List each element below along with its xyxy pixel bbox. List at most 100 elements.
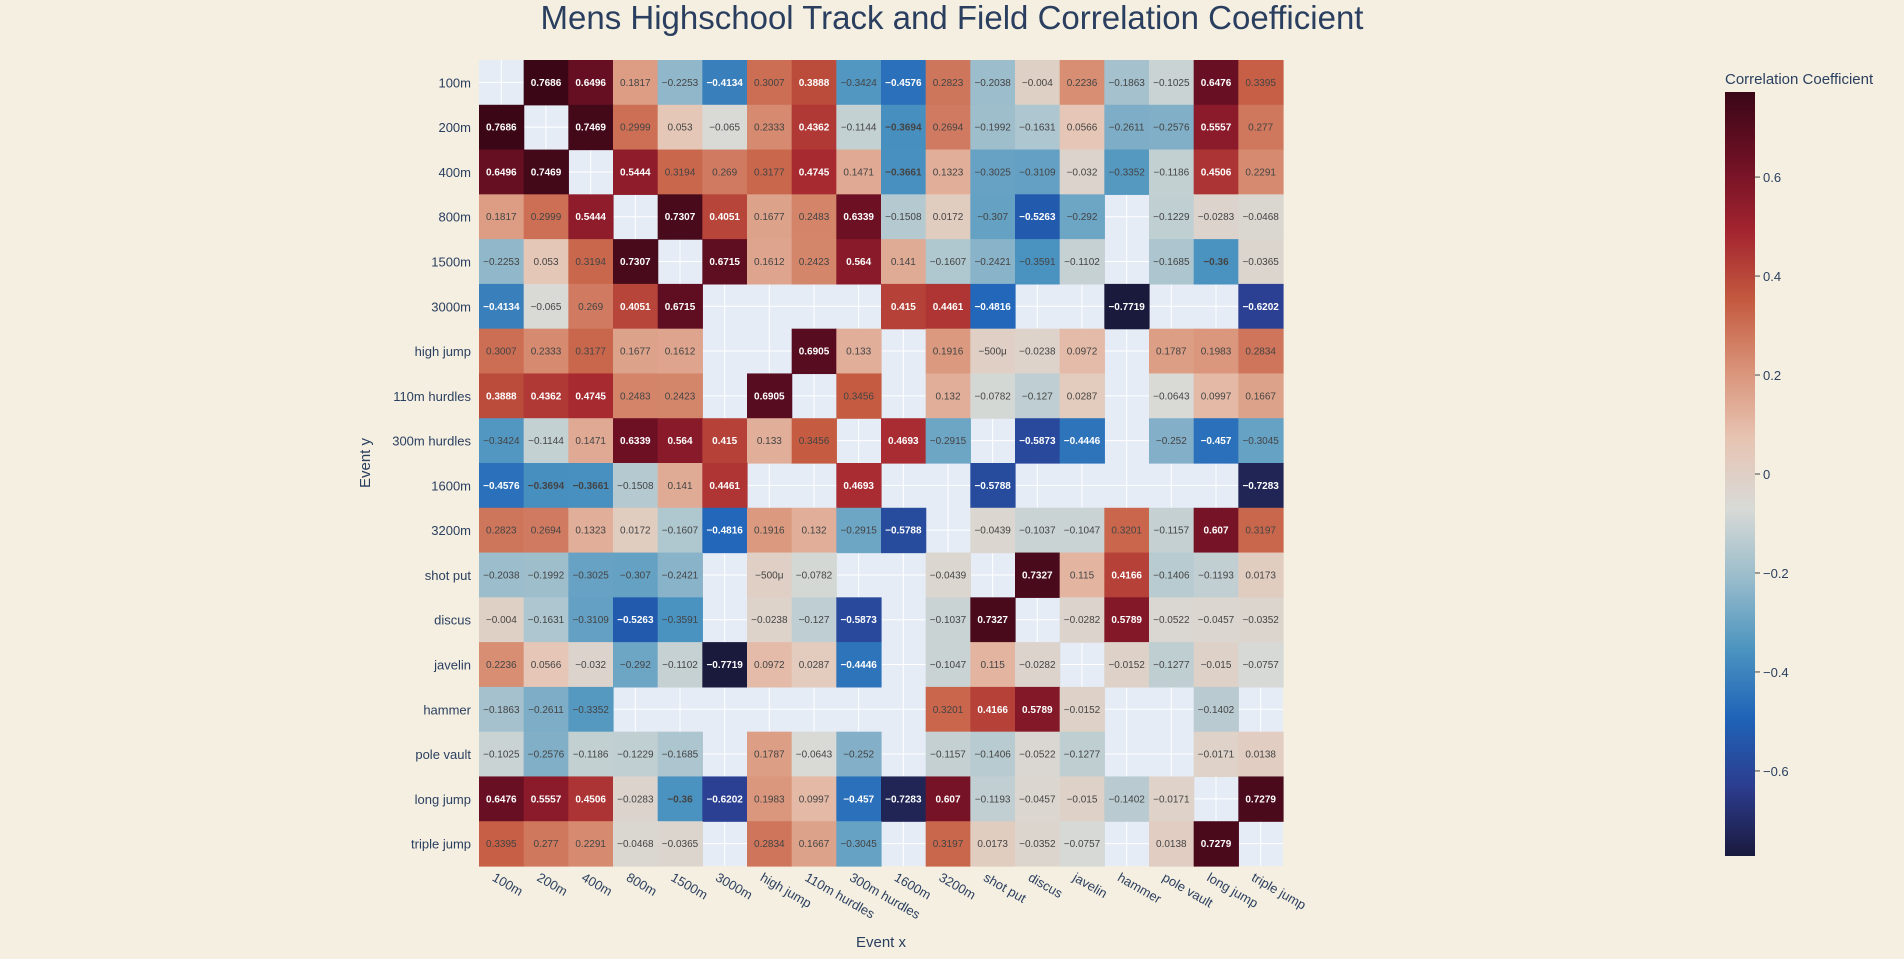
heatmap-cell — [747, 821, 793, 867]
heatmap-cell — [1015, 373, 1061, 419]
cell-label: 0.2694 — [531, 526, 562, 537]
heatmap-cell — [970, 731, 1016, 778]
cell-label: −0.0282 — [1019, 660, 1056, 671]
heatmap-cell — [1059, 239, 1105, 285]
cell-label: −0.3661 — [572, 481, 609, 492]
cell-label: −0.0365 — [662, 839, 699, 850]
cell-label: −0.1193 — [1198, 570, 1234, 581]
heatmap-cells — [479, 60, 1284, 867]
heatmap-cell — [1193, 328, 1239, 375]
heatmap-cell — [1104, 597, 1150, 643]
heatmap-cell — [479, 283, 525, 330]
heatmap-cell — [1193, 60, 1239, 106]
heatmap-cell — [791, 60, 837, 106]
cell-label: 0.607 — [935, 794, 960, 805]
cell-label: −0.032 — [1067, 167, 1098, 178]
cell-label: −0.0283 — [1198, 212, 1235, 223]
chart-title: Mens Highschool Track and Field Correlat… — [541, 0, 1364, 36]
cell-label: 0.7307 — [620, 257, 651, 268]
heatmap-cell — [925, 821, 971, 867]
cell-label: −0.1402 — [1198, 705, 1235, 716]
cell-label: −0.1047 — [1064, 526, 1101, 537]
cell-label: −0.0171 — [1198, 750, 1235, 761]
cell-label: 0.0138 — [1245, 750, 1276, 761]
heatmap-cell — [1015, 507, 1061, 554]
heatmap-cell — [791, 821, 837, 867]
heatmap-cell — [523, 60, 569, 106]
cell-label: −0.1607 — [930, 257, 967, 268]
heatmap-cell — [1059, 418, 1105, 464]
heatmap-cell — [925, 776, 971, 822]
heatmap-cell — [791, 776, 837, 822]
heatmap-cell — [881, 507, 927, 554]
heatmap-cell — [970, 642, 1016, 688]
heatmap-cell — [1059, 731, 1105, 778]
cell-label: −0.0522 — [1153, 615, 1190, 626]
heatmap-cell — [836, 731, 882, 778]
cell-label: −0.36 — [667, 794, 693, 805]
cell-label: 0.1983 — [754, 794, 785, 805]
heatmap-cell — [479, 149, 525, 195]
y-tick-label: hammer — [423, 702, 471, 717]
heatmap-cell — [836, 776, 882, 822]
heatmap-cell — [970, 686, 1016, 733]
cell-label: −0.7283 — [1242, 481, 1279, 492]
heatmap-cell — [1015, 149, 1061, 195]
heatmap-cell — [1015, 418, 1061, 464]
heatmap-cell — [791, 552, 837, 598]
heatmap-cell — [523, 821, 569, 867]
y-tick-label: 110m hurdles — [393, 389, 471, 404]
heatmap-cell — [925, 194, 971, 240]
heatmap-cell — [523, 239, 569, 285]
heatmap-cell — [970, 776, 1016, 822]
cell-label: 0.115 — [981, 660, 1006, 671]
cell-label: −0.1025 — [483, 750, 520, 761]
heatmap-cell — [523, 686, 569, 733]
cell-label: 0.2291 — [575, 839, 606, 850]
heatmap-cell — [523, 328, 569, 375]
cell-label: 0.132 — [801, 526, 826, 537]
y-tick-label: long jump — [415, 792, 471, 807]
heatmap-cell — [613, 328, 659, 375]
cell-label: −0.0282 — [1064, 615, 1101, 626]
cell-label: −0.1157 — [930, 750, 966, 761]
cell-label: −0.0782 — [974, 391, 1011, 402]
heatmap-cell — [1059, 552, 1105, 598]
cell-label: −0.065 — [709, 123, 740, 134]
x-tick-label: 100m — [490, 870, 526, 899]
heatmap-cell — [657, 463, 703, 509]
heatmap-cell — [702, 239, 748, 285]
cell-label: 0.141 — [891, 257, 916, 268]
cell-label: 0.6339 — [843, 212, 874, 223]
heatmap-cell — [613, 239, 659, 285]
cell-label: −0.004 — [1022, 78, 1053, 89]
cell-label: −0.3424 — [483, 436, 520, 447]
cell-label: 0.2823 — [486, 526, 517, 537]
heatmap-cell — [568, 597, 614, 643]
colorbar-tick-label: −0.2 — [1763, 566, 1789, 581]
heatmap-cell — [747, 239, 793, 285]
heatmap-cell — [479, 418, 525, 464]
heatmap-cell — [791, 328, 837, 375]
heatmap-cell — [1238, 507, 1284, 554]
cell-label: −0.2253 — [662, 78, 699, 89]
heatmap-cell — [702, 60, 748, 106]
heatmap-cell — [970, 239, 1016, 285]
heatmap-cell — [702, 194, 748, 240]
cell-label: 0.6496 — [575, 78, 606, 89]
cell-label: −0.3109 — [572, 615, 609, 626]
colorbar-tick-label: −0.4 — [1763, 665, 1789, 680]
cell-label: −0.1277 — [1153, 660, 1190, 671]
cell-label: 0.0566 — [531, 660, 562, 671]
cell-label: −0.36 — [1203, 257, 1229, 268]
heatmap-cell — [1193, 552, 1239, 598]
heatmap-cell — [1193, 239, 1239, 285]
heatmap-cell — [1149, 642, 1195, 688]
heatmap-cell — [657, 507, 703, 554]
cell-label: 0.5789 — [1111, 615, 1142, 626]
cell-label: 0.3007 — [486, 347, 517, 358]
cell-label: −0.1863 — [1108, 78, 1145, 89]
cell-label: −0.457 — [843, 794, 874, 805]
cell-label: 0.415 — [712, 436, 737, 447]
cell-label: 0.7327 — [1022, 570, 1053, 581]
